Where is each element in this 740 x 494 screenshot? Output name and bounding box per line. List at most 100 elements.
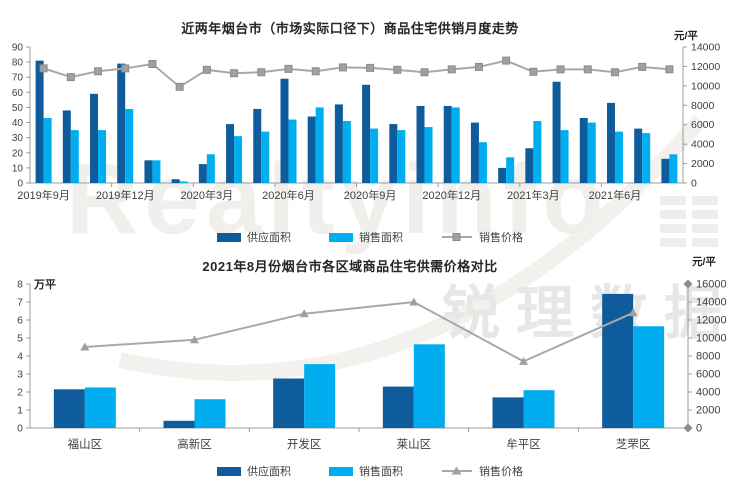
price-marker-square-icon [121,64,130,73]
price-marker-square-icon [610,68,619,77]
legend-label: 销售价格 [479,232,523,244]
left-tick-label: 70 [12,73,24,84]
sales-bar [261,131,270,183]
sales-bar [478,142,487,183]
supply-bar [382,386,414,428]
left-tick-label: 3 [17,369,23,381]
right-tick-label: 8000 [691,100,715,112]
legend-label: 销售面积 [359,466,403,478]
sales-bar [397,130,406,183]
legend-item-supply: 供应面积 [217,463,291,479]
x-category-label: 2021年6月 [589,188,642,202]
chart1-legend: 供应面积 销售面积 销售价格 [0,229,740,245]
price-marker-square-icon [175,82,184,91]
right-tick-label: 4000 [696,387,720,399]
left-tick-label: 10 [12,163,24,174]
supply-bar [492,397,524,428]
legend-item-sales: 销售面积 [329,229,403,245]
price-marker-square-icon [420,68,429,77]
sales-bar [587,122,596,183]
price-marker-square-icon [257,68,266,77]
x-category-label: 高新区 [177,437,212,451]
sales-bar [533,121,542,183]
price-marker-square-icon [556,65,565,74]
legend-label: 供应面积 [247,232,291,244]
sales-bar [523,390,555,428]
left-tick-label: 5 [17,333,23,345]
sales-bar [288,119,297,183]
right-tick-label: 2000 [691,158,715,170]
left-tick-label: 60 [12,88,24,99]
price-marker-square-icon [338,63,347,72]
sales-bar [194,399,226,428]
sales-bar [152,160,161,183]
left-tick-label: 7 [17,297,23,309]
supply-bar [273,378,305,428]
sales-bar [614,131,623,183]
supply-bar [53,389,85,428]
supply-bar [117,63,126,183]
supply-bar [470,122,479,183]
price-marker-square-icon [284,64,293,73]
chart1-title: 近两年烟台市（市场实际口径下）商品住宅供销月度走势 [181,21,519,36]
sales-bar [633,326,665,428]
left-tick-label: 0 [17,179,23,190]
supply-bar [198,164,207,183]
legend-item-price: 销售价格 [441,463,523,479]
supply-bar [416,105,425,183]
sales-bar [413,344,445,428]
sales-bar [642,133,651,183]
sales-bar [43,118,52,183]
price-line [43,59,670,89]
sales-bar [315,107,324,183]
left-tick-label: 0 [17,423,23,435]
left-tick-label: 8 [17,279,23,291]
price-marker-square-icon [94,67,103,76]
supply-bar [90,93,99,183]
legend-label: 供应面积 [247,466,291,478]
left-tick-label: 2 [17,387,23,399]
legend-item-price: 销售价格 [441,229,523,245]
right-tick-label: 16000 [696,279,727,291]
sales-bar [560,130,569,183]
supply-bar [171,179,180,183]
x-category-label: 2020年9月 [344,188,397,202]
chart1-right-axis-unit: 元/平 [674,30,698,42]
supply-bar [226,124,235,183]
right-tick-label: 0 [696,423,702,435]
price-line-triangle-icon [442,466,472,475]
right-tick-label: 4000 [691,139,715,151]
supply-bar [144,160,153,183]
price-marker-square-icon [311,67,320,76]
sales-bar [342,121,351,183]
supply-bar [661,158,670,183]
sales-bar [451,107,460,183]
right-tick-label: 10000 [696,333,727,345]
left-tick-label: 6 [17,315,23,327]
price-marker-square-icon [66,73,75,82]
right-tick-label: 14000 [691,42,720,54]
price-marker-square-icon [230,69,239,78]
x-category-label: 2020年6月 [262,188,315,202]
left-tick-label: 4 [17,351,23,363]
left-tick-label: 40 [12,118,24,129]
supply-bar [443,105,452,183]
supply-bar [606,102,615,183]
price-line [84,300,634,363]
sales-bar [84,387,116,428]
axis-cap-diamond-icon [683,279,693,289]
right-tick-label: 12000 [696,315,727,327]
sales-bar [669,154,678,183]
sales-bar [125,108,134,183]
sales-bar [98,130,107,183]
left-tick-label: 1 [17,405,23,417]
price-marker-square-icon [202,65,211,74]
supply-swatch-icon [217,466,241,476]
x-category-label: 2021年3月 [507,188,560,202]
legend-item-sales: 销售面积 [329,463,403,479]
right-tick-label: 14000 [696,297,727,309]
price-marker-square-icon [39,64,48,73]
price-marker-square-icon [474,62,483,71]
price-marker-square-icon [529,67,538,76]
